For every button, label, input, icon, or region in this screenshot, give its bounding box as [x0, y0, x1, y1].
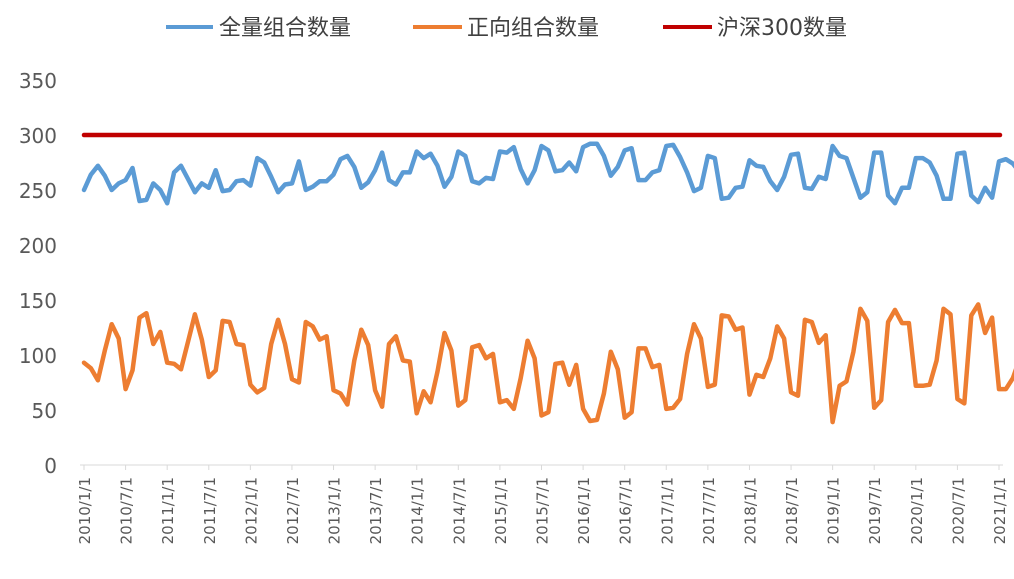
legend-label-series-0: 全量组合数量: [219, 16, 351, 41]
x-tick-label: 2014/7/1: [450, 477, 468, 544]
x-tick-label: 2011/7/1: [201, 477, 219, 544]
x-tick-label: 2013/7/1: [367, 477, 385, 544]
x-tick-label: 2016/7/1: [617, 477, 635, 544]
x-tick-label: 2019/7/1: [866, 477, 884, 544]
legend-label-series-1: 正向组合数量: [467, 16, 599, 41]
series-layer: [81, 132, 1014, 425]
x-tick-label: 2014/1/1: [409, 477, 427, 544]
y-tick-label: 150: [19, 289, 57, 313]
x-tick-label: 2010/7/1: [118, 477, 136, 544]
x-tick-label: 2015/7/1: [534, 477, 552, 544]
x-axis-ticks: 2010/1/1 2010/7/1 2011/1/1 2011/7/1 2012/1/1…: [76, 465, 1009, 544]
x-tick-label: 2012/7/1: [284, 477, 302, 544]
series-line-1: [81, 302, 1014, 425]
legend-label-series-2: 沪深300数量: [717, 16, 847, 41]
x-tick-label: 2018/7/1: [783, 477, 801, 544]
x-tick-label: 2012/1/1: [242, 477, 260, 544]
x-tick-label: 2017/1/1: [658, 477, 676, 544]
x-tick-label: 2019/1/1: [825, 477, 843, 544]
y-tick-label: 350: [19, 69, 57, 93]
y-axis-ticks: 0 50 100 150 200 250 300 350: [19, 69, 57, 478]
x-tick-label: 2017/7/1: [700, 477, 718, 544]
x-tick-label: 2010/1/1: [76, 477, 94, 544]
y-tick-label: 250: [19, 179, 57, 203]
y-tick-label: 300: [19, 124, 57, 148]
x-tick-label: 2020/7/1: [949, 477, 967, 544]
legend: 全量组合数量 正向组合数量 沪深300数量: [166, 16, 847, 41]
y-tick-label: 0: [44, 454, 57, 478]
y-tick-label: 50: [32, 399, 57, 423]
x-tick-label: 2011/1/1: [159, 477, 177, 544]
x-tick-label: 2020/1/1: [908, 477, 926, 544]
x-tick-label: 2015/1/1: [492, 477, 510, 544]
series-line-0: [81, 141, 1014, 206]
x-tick-label: 2021/1/1: [991, 477, 1009, 544]
x-tick-label: 2013/1/1: [326, 477, 344, 544]
x-tick-label: 2016/1/1: [575, 477, 593, 544]
y-tick-label: 100: [19, 344, 57, 368]
y-tick-label: 200: [19, 234, 57, 258]
x-tick-label: 2018/1/1: [741, 477, 759, 544]
